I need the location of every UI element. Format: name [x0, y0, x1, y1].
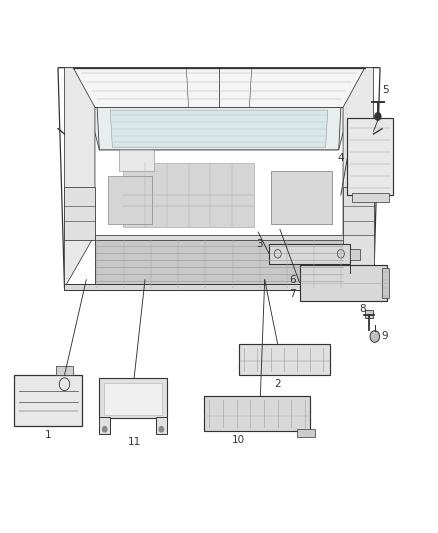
Text: 9: 9 [381, 332, 388, 342]
Circle shape [346, 269, 353, 277]
Text: 11: 11 [127, 437, 141, 447]
Bar [99, 417, 110, 433]
Bar [156, 417, 167, 433]
Bar [108, 176, 152, 224]
FancyBboxPatch shape [14, 375, 82, 425]
Bar [64, 284, 374, 290]
Bar [271, 171, 332, 224]
Bar [350, 249, 360, 260]
Polygon shape [97, 108, 341, 150]
Text: 10: 10 [232, 435, 245, 445]
Circle shape [159, 426, 163, 432]
Bar [343, 187, 374, 240]
Polygon shape [64, 68, 95, 288]
Text: 4: 4 [337, 153, 344, 163]
Polygon shape [88, 108, 350, 150]
Text: 2: 2 [275, 379, 281, 390]
Bar [99, 378, 167, 418]
Text: 6: 6 [290, 274, 296, 285]
Bar [382, 268, 389, 298]
Polygon shape [73, 68, 365, 108]
Bar [365, 310, 373, 318]
Circle shape [370, 330, 380, 342]
Bar [269, 244, 350, 264]
Circle shape [102, 426, 107, 432]
Polygon shape [343, 68, 374, 288]
Text: 7: 7 [290, 289, 296, 299]
Bar [352, 193, 389, 202]
Bar [297, 429, 315, 437]
Text: 3: 3 [256, 239, 262, 249]
Circle shape [375, 113, 381, 120]
Bar [300, 265, 387, 301]
Bar [56, 366, 73, 375]
Text: 1: 1 [45, 430, 52, 440]
Bar [95, 240, 343, 288]
Bar [239, 344, 330, 375]
Text: 8: 8 [360, 304, 366, 314]
Text: 5: 5 [382, 85, 389, 95]
Polygon shape [95, 235, 343, 288]
Polygon shape [110, 110, 328, 147]
Polygon shape [343, 235, 374, 288]
Bar [204, 397, 311, 431]
Bar [64, 187, 95, 240]
Bar [123, 163, 254, 227]
Bar [119, 134, 154, 171]
Bar [104, 383, 162, 415]
Bar [347, 118, 393, 195]
